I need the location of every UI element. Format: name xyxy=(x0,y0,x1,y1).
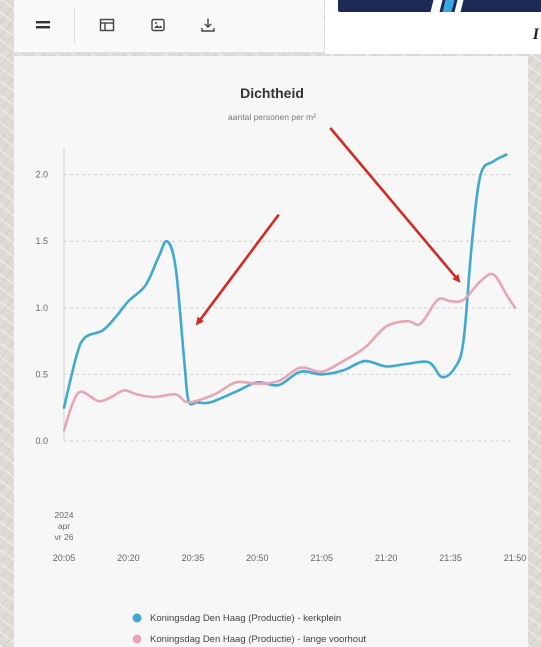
y-tick-label: 0.0 xyxy=(35,436,48,446)
y-tick-label: 1.5 xyxy=(35,236,48,246)
annotation-arrow-1 xyxy=(195,213,280,326)
chart-title: Dichtheid xyxy=(240,85,304,101)
legend-label-1: Koningsdag Den Haag (Productie) - kerkpl… xyxy=(150,613,341,624)
series-line-2 xyxy=(62,272,517,432)
x-tick-label: 20:35 xyxy=(182,553,205,563)
toolbar-divider xyxy=(74,8,75,44)
x-date-label: 2024 xyxy=(55,510,74,520)
banner-graphic xyxy=(338,0,541,12)
legend-label-2: Koningsdag Den Haag (Productie) - lange … xyxy=(150,634,366,645)
legend-swatch-1 xyxy=(132,613,142,623)
x-date-label: apr xyxy=(58,521,70,531)
y-tick-label: 1.0 xyxy=(35,303,48,313)
x-tick-label: 21:20 xyxy=(375,553,398,563)
x-tick-label: 20:50 xyxy=(246,553,269,563)
chart-toolbar xyxy=(14,0,324,53)
x-tick-label: 21:35 xyxy=(439,553,462,563)
menu-icon[interactable] xyxy=(30,12,56,38)
chart-subtitle: aantal personen per m² xyxy=(228,112,316,122)
image-icon[interactable] xyxy=(145,12,171,38)
annotation-arrow-2 xyxy=(329,127,461,283)
legend-swatch-2 xyxy=(132,634,142,644)
x-tick-label: 20:05 xyxy=(53,553,76,563)
y-tick-label: 2.0 xyxy=(35,170,48,180)
x-tick-label: 21:05 xyxy=(310,553,333,563)
banner-mark: I xyxy=(532,26,539,43)
x-tick-label: 21:50 xyxy=(504,553,527,563)
y-tick-label: 0.5 xyxy=(35,369,48,379)
chart-card xyxy=(14,56,528,647)
x-date-label: vr 26 xyxy=(55,532,74,542)
banner-image: I xyxy=(325,0,541,54)
series-line-1 xyxy=(62,153,508,410)
layout-icon[interactable] xyxy=(94,12,120,38)
download-icon[interactable] xyxy=(195,12,221,38)
x-tick-label: 20:20 xyxy=(117,553,140,563)
